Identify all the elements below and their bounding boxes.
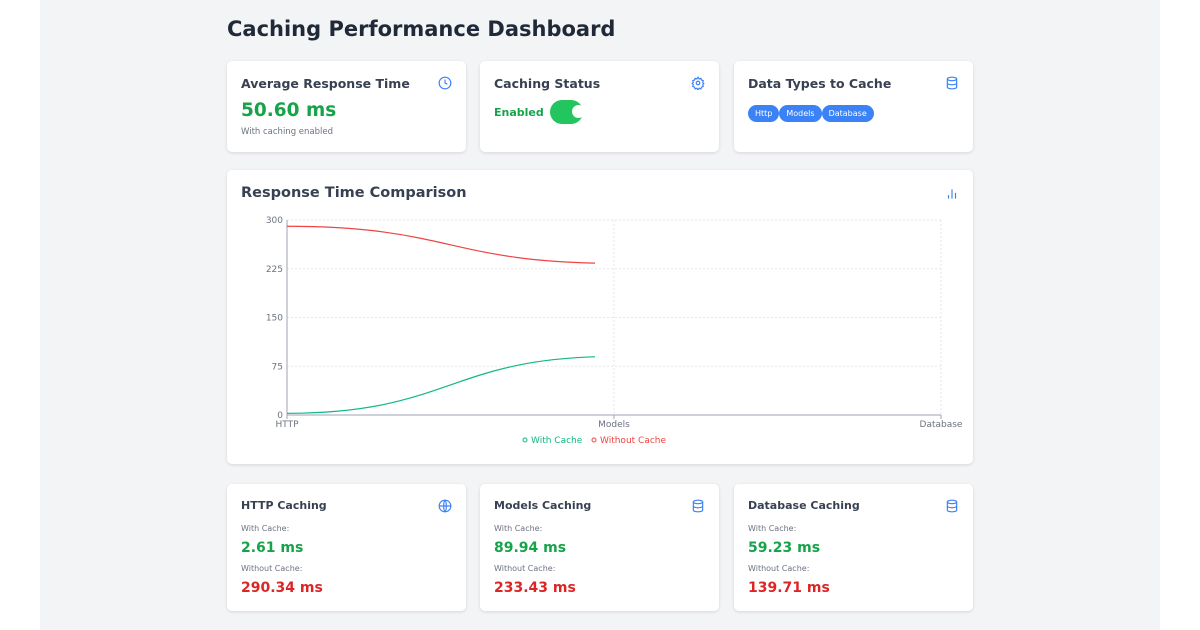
tag-models[interactable]: Models <box>779 105 822 122</box>
models-caching-card: Models Caching With Cache: 89.94 ms With… <box>480 484 719 611</box>
database-caching-card: Database Caching With Cache: 59.23 ms Wi… <box>734 484 973 611</box>
average-response-card: Average Response Time 50.60 ms With cach… <box>227 61 466 152</box>
tag-database[interactable]: Database <box>821 105 874 122</box>
without-cache-value: 290.34 ms <box>241 580 323 596</box>
clock-icon <box>438 76 452 90</box>
gear-icon <box>691 76 705 90</box>
x-tick-label: Models <box>598 420 630 430</box>
with-cache-value: 2.61 ms <box>241 540 304 556</box>
x-tick-label: HTTP <box>275 420 299 430</box>
average-note: With caching enabled <box>241 127 333 137</box>
legend-marker <box>522 437 528 443</box>
y-tick-label: 300 <box>266 216 283 226</box>
page-title: Caching Performance Dashboard <box>227 17 616 41</box>
legend-marker <box>591 437 597 443</box>
average-value: 50.60 ms <box>241 100 337 121</box>
without-cache-value: 139.71 ms <box>748 580 830 596</box>
card-title: Caching Status <box>494 76 601 91</box>
http-caching-card: HTTP Caching With Cache: 2.61 ms Without… <box>227 484 466 611</box>
chart-title: Response Time Comparison <box>241 185 467 201</box>
database-icon <box>946 499 958 513</box>
without-cache-label: Without Cache: <box>241 564 303 573</box>
y-tick-label: 0 <box>277 411 283 421</box>
y-tick-label: 150 <box>266 314 283 324</box>
bar-chart-icon <box>947 189 957 199</box>
database-icon <box>692 499 704 513</box>
status-label: Enabled <box>494 106 544 119</box>
with-cache-label: With Cache: <box>241 524 290 533</box>
with-cache-value: 59.23 ms <box>748 540 821 556</box>
with-cache-label: With Cache: <box>494 524 543 533</box>
tag-http[interactable]: Http <box>748 105 780 122</box>
data-types-card: Data Types to Cache Http Models Database <box>734 61 973 152</box>
series-line-without-cache <box>286 225 595 264</box>
without-cache-value: 233.43 ms <box>494 580 576 596</box>
caching-status-card: Caching Status Enabled <box>480 61 719 152</box>
card-title: Average Response Time <box>241 76 410 91</box>
with-cache-value: 89.94 ms <box>494 540 567 556</box>
response-time-chart: 0 75 150 225 300 HTTP Models Database With Cache… <box>266 216 963 446</box>
legend-label: Without Cache <box>600 436 666 446</box>
legend-label: With Cache <box>531 436 583 446</box>
without-cache-label: Without Cache: <box>748 564 810 573</box>
without-cache-label: Without Cache: <box>494 564 556 573</box>
y-tick-label: 225 <box>266 265 283 275</box>
card-title: Database Caching <box>748 499 860 512</box>
database-icon <box>946 76 958 90</box>
x-tick-label: Database <box>920 420 963 430</box>
card-title: Data Types to Cache <box>748 76 892 91</box>
with-cache-label: With Cache: <box>748 524 797 533</box>
y-tick-label: 75 <box>272 362 283 372</box>
globe-icon <box>438 499 452 513</box>
card-title: HTTP Caching <box>241 499 327 512</box>
card-title: Models Caching <box>494 499 592 512</box>
caching-toggle[interactable] <box>550 100 585 124</box>
series-line-with-cache <box>286 356 595 414</box>
